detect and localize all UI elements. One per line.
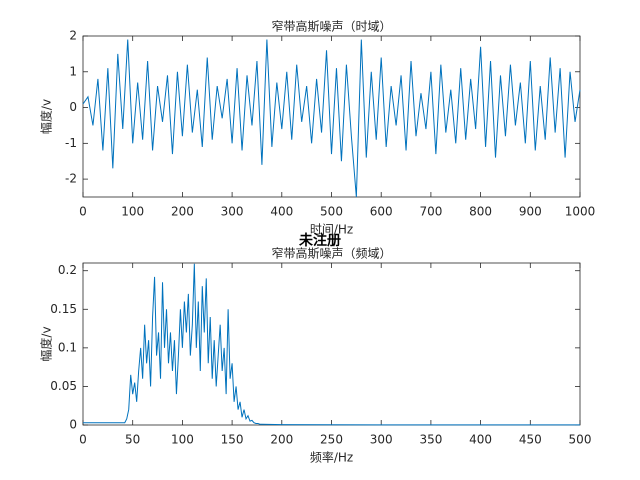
y-tick-label: 0.1	[58, 340, 77, 354]
x-tick-label: 0	[79, 205, 87, 219]
y-tick-label: 0	[69, 418, 77, 432]
x-tick-label: 50	[125, 433, 140, 447]
y-tick-label: 0.05	[50, 379, 77, 393]
x-tick-label: 100	[171, 433, 194, 447]
x-tick-label: 400	[469, 433, 492, 447]
x-tick-label: 200	[171, 205, 194, 219]
y-tick-label: 0.15	[50, 302, 77, 316]
data-line	[83, 263, 580, 426]
y-tick-label: -2	[65, 172, 77, 186]
x-tick-label: 400	[270, 205, 293, 219]
chart-title: 窄带高斯噪声（频域）	[271, 246, 391, 261]
axes-box	[82, 262, 581, 426]
x-tick-label: 500	[569, 433, 592, 447]
x-tick-label: 600	[370, 205, 393, 219]
x-tick-label: 300	[221, 205, 244, 219]
y-axis-label: 幅度/v	[39, 99, 54, 134]
x-tick-label: 0	[79, 433, 87, 447]
data-line	[82, 39, 581, 198]
x-tick-label: 700	[419, 205, 442, 219]
x-tick-label: 350	[419, 433, 442, 447]
watermark: 未注册	[299, 232, 341, 249]
axes-box	[82, 35, 581, 198]
x-tick-label: 300	[370, 433, 393, 447]
x-tick-label: 900	[519, 205, 542, 219]
y-axis-label: 幅度/v	[39, 326, 54, 361]
chart-title: 窄带高斯噪声（时域）	[271, 19, 391, 34]
y-tick-label: 0	[69, 100, 77, 114]
x-axis-label: 频率/Hz	[310, 450, 353, 465]
x-tick-label: 450	[519, 433, 542, 447]
y-tick-label: 2	[69, 29, 77, 43]
x-tick-label: 250	[320, 433, 343, 447]
x-axis-label: 时间/Hz	[310, 223, 353, 237]
y-tick-label: 0.2	[58, 263, 77, 277]
x-tick-label: 150	[221, 433, 244, 447]
x-tick-label: 500	[320, 205, 343, 219]
x-tick-label: 200	[270, 433, 293, 447]
x-tick-label: 800	[469, 205, 492, 219]
x-tick-label: 100	[121, 205, 144, 219]
y-tick-label: -1	[65, 136, 77, 150]
x-tick-label: 1000	[565, 205, 596, 219]
y-tick-label: 1	[69, 64, 77, 78]
